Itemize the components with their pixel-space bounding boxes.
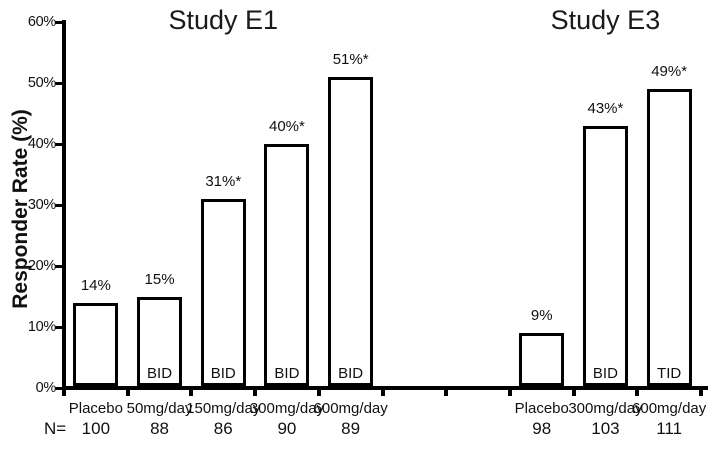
bar-study-e3-placebo (519, 333, 565, 386)
bar-study-e1-300mg-day (264, 144, 310, 386)
x-axis-line (62, 386, 708, 390)
y-tick-label: 10% (27, 319, 56, 335)
n-value: 89 (341, 419, 361, 438)
n-value: 86 (213, 419, 233, 438)
y-tick-label: 20% (27, 258, 56, 274)
n-value: 88 (150, 419, 169, 438)
bar-regimen-label: TID (657, 365, 682, 382)
group-title-study-e3: Study E3 (550, 5, 661, 35)
group-title-study-e1: Study E1 (168, 5, 279, 35)
bar-value-label: 51%* (332, 50, 369, 68)
n-value: 111 (656, 419, 683, 438)
x-category-label: 600mg/day (632, 400, 707, 417)
bar-regimen-label: BID (338, 365, 364, 382)
x-category-label: Placebo (514, 400, 569, 417)
n-value: 103 (591, 419, 620, 438)
y-tick-label: 30% (27, 197, 56, 213)
x-tick-mark (125, 389, 130, 396)
x-category-label: 300mg/day (249, 400, 325, 417)
x-tick-mark (571, 389, 576, 396)
n-equals-label: N= (44, 419, 67, 438)
x-category-label: 600mg/day (313, 400, 388, 417)
y-tick-label: 50% (27, 75, 56, 91)
bar-regimen-label: BID (274, 365, 300, 382)
bar-value-label: 40%* (269, 118, 305, 135)
x-tick-mark (316, 389, 321, 396)
bar-study-e1-600mg-day (328, 76, 374, 386)
bar-value-label: 49%* (651, 63, 688, 81)
y-tick-mark (55, 20, 63, 24)
y-tick-mark (55, 386, 63, 390)
bar-value-label: 43%* (587, 99, 624, 117)
n-value: 98 (532, 419, 552, 438)
n-value: 100 (81, 419, 111, 438)
n-value: 90 (277, 419, 297, 438)
bar-value-label: 15% (144, 270, 175, 288)
x-tick-mark (699, 389, 703, 396)
bar-value-label: 14% (80, 276, 111, 294)
y-tick-mark (55, 264, 63, 268)
y-axis-line (62, 20, 66, 390)
y-tick-label: 0% (35, 380, 57, 396)
bar-study-e1-150mg-day (200, 198, 246, 386)
x-category-label: Placebo (68, 400, 123, 417)
y-tick-mark (55, 203, 63, 207)
x-category-label: 150mg/day (186, 400, 261, 417)
bar-value-label: 9% (530, 307, 553, 325)
y-tick-mark (55, 142, 63, 146)
x-tick-mark (635, 389, 640, 396)
bar-study-e3-300mg-day (582, 125, 628, 386)
bar-regimen-label: BID (147, 365, 173, 382)
x-tick-mark (189, 389, 194, 396)
bar-study-e3-600mg-day (646, 89, 692, 386)
bar-value-label: 31%* (205, 172, 242, 190)
y-tick-label: 60% (27, 14, 56, 30)
bar-study-e1-placebo (73, 302, 119, 386)
x-tick-mark (380, 389, 385, 396)
y-tick-mark (55, 325, 63, 329)
y-tick-label: 40% (27, 136, 56, 152)
x-tick-mark (507, 389, 512, 396)
x-tick-mark (444, 389, 449, 396)
bar-regimen-label: BID (210, 365, 236, 382)
bar-study-e1-50mg-day (137, 296, 183, 386)
bar-regimen-label: BID (592, 365, 618, 382)
y-tick-mark (55, 81, 63, 85)
x-category-label: 300mg/day (568, 400, 643, 417)
x-category-label: 50mg/day (126, 400, 193, 417)
x-tick-mark (62, 389, 66, 396)
x-tick-mark (253, 389, 258, 396)
